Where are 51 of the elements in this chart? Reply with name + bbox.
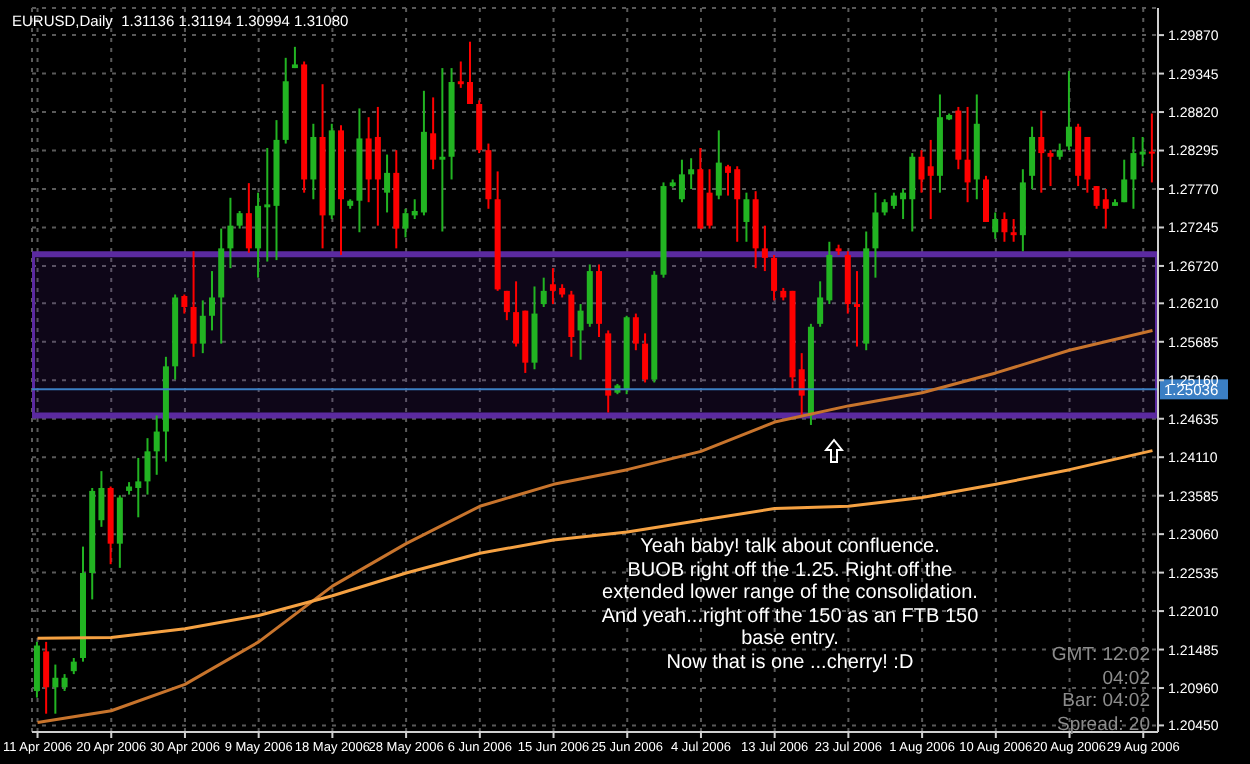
candlestick [430, 96, 437, 171]
candlestick [771, 253, 778, 302]
candlestick [706, 168, 713, 230]
annotation: Yeah baby! talk about confluence. BUOB right off the 1.25. Right off the extended lower range of the consolidation. And yeah...right off the 150 as an FTB 150 base entry. Now that is one ...cherry! :D [599, 536, 981, 674]
candlestick [384, 153, 391, 214]
candlestick [227, 196, 234, 270]
candlestick [190, 250, 197, 358]
candlestick [153, 414, 160, 476]
candlestick [245, 182, 252, 254]
candlestick [503, 289, 510, 322]
candlestick [761, 224, 768, 273]
candlestick [540, 276, 547, 308]
candlestick [310, 122, 317, 201]
candlestick [927, 138, 934, 221]
candlestick [1010, 218, 1017, 243]
candlestick [439, 67, 446, 233]
candlestick [992, 211, 999, 240]
candlestick [678, 158, 685, 204]
candlestick [209, 270, 215, 332]
candlestick [43, 640, 50, 715]
candlestick [688, 157, 695, 190]
annotation: GMT: 12:02 04:02 Bar: 04:02 Spread: 20 [1049, 644, 1150, 736]
candlestick [983, 174, 989, 223]
candlestick [632, 312, 639, 352]
candlestick [1121, 158, 1128, 204]
candlestick [1130, 135, 1137, 210]
candlestick [872, 191, 879, 279]
candlestick [402, 207, 409, 239]
candlestick [1047, 149, 1054, 188]
candlestick [1029, 125, 1036, 190]
candlestick [144, 437, 151, 496]
candlestick [568, 289, 575, 358]
candlestick [199, 299, 206, 355]
candlestick [374, 105, 381, 227]
candlestick [642, 332, 649, 384]
candlestick [1102, 188, 1109, 230]
candlestick [52, 663, 59, 715]
candlestick [964, 105, 971, 204]
candlestick [33, 640, 40, 699]
candlestick [1148, 112, 1155, 184]
candlestick [743, 191, 750, 243]
candlestick [476, 99, 483, 155]
candlestick [1065, 70, 1072, 152]
candlestick [715, 129, 722, 201]
candlestick [181, 293, 188, 315]
candlestick [116, 494, 123, 569]
candlestick [255, 191, 262, 279]
candlestick [1001, 211, 1008, 243]
candlestick [1038, 109, 1045, 194]
candlestick [854, 270, 860, 348]
candlestick [1139, 135, 1146, 168]
